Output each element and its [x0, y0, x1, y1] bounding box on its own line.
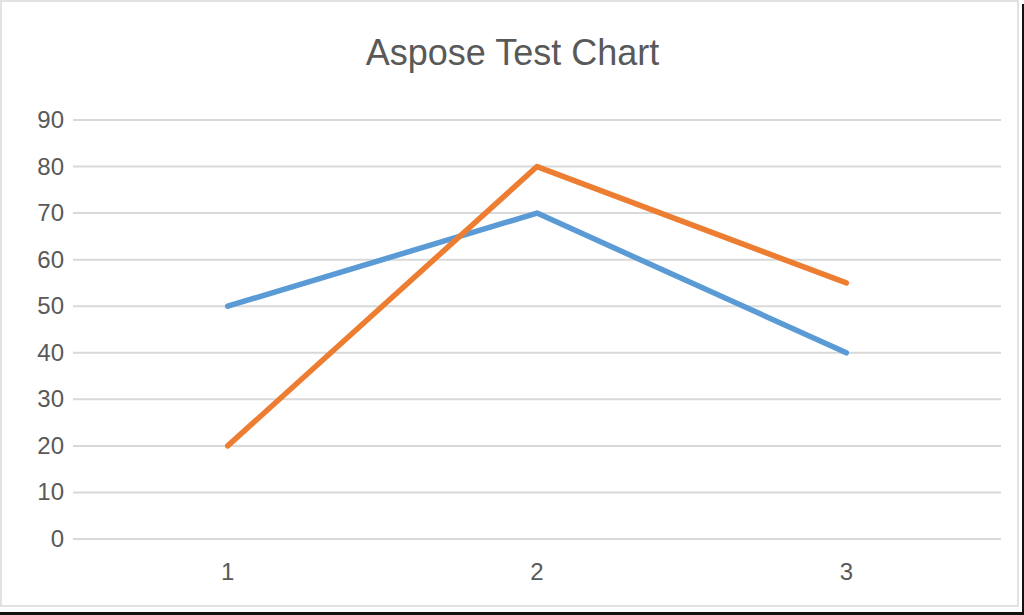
y-tick-label: 70	[37, 199, 64, 226]
x-tick-label: 1	[221, 558, 234, 585]
y-tick-label: 10	[37, 478, 64, 505]
y-tick-label: 0	[51, 525, 64, 552]
series-line	[228, 213, 847, 353]
x-tick-label: 2	[530, 558, 543, 585]
x-axis-tick-labels: 1 2 3	[221, 558, 853, 585]
gridlines	[73, 120, 1001, 539]
y-tick-label: 30	[37, 385, 64, 412]
y-tick-label: 90	[37, 106, 64, 133]
y-tick-label: 80	[37, 153, 64, 180]
line-chart-plot: 0 10 20 30 40 50 60 70 80 90 1 2 3	[2, 2, 1023, 609]
y-tick-label: 60	[37, 246, 64, 273]
y-tick-label: 20	[37, 432, 64, 459]
x-tick-label: 3	[840, 558, 853, 585]
y-tick-label: 40	[37, 339, 64, 366]
y-axis-tick-labels: 0 10 20 30 40 50 60 70 80 90	[37, 106, 64, 552]
chart-image: Aspose Test Chart 0102030405060708090 12…	[0, 0, 1024, 615]
chart-area: Aspose Test Chart 0102030405060708090 12…	[0, 0, 1019, 607]
y-tick-label: 50	[37, 292, 64, 319]
